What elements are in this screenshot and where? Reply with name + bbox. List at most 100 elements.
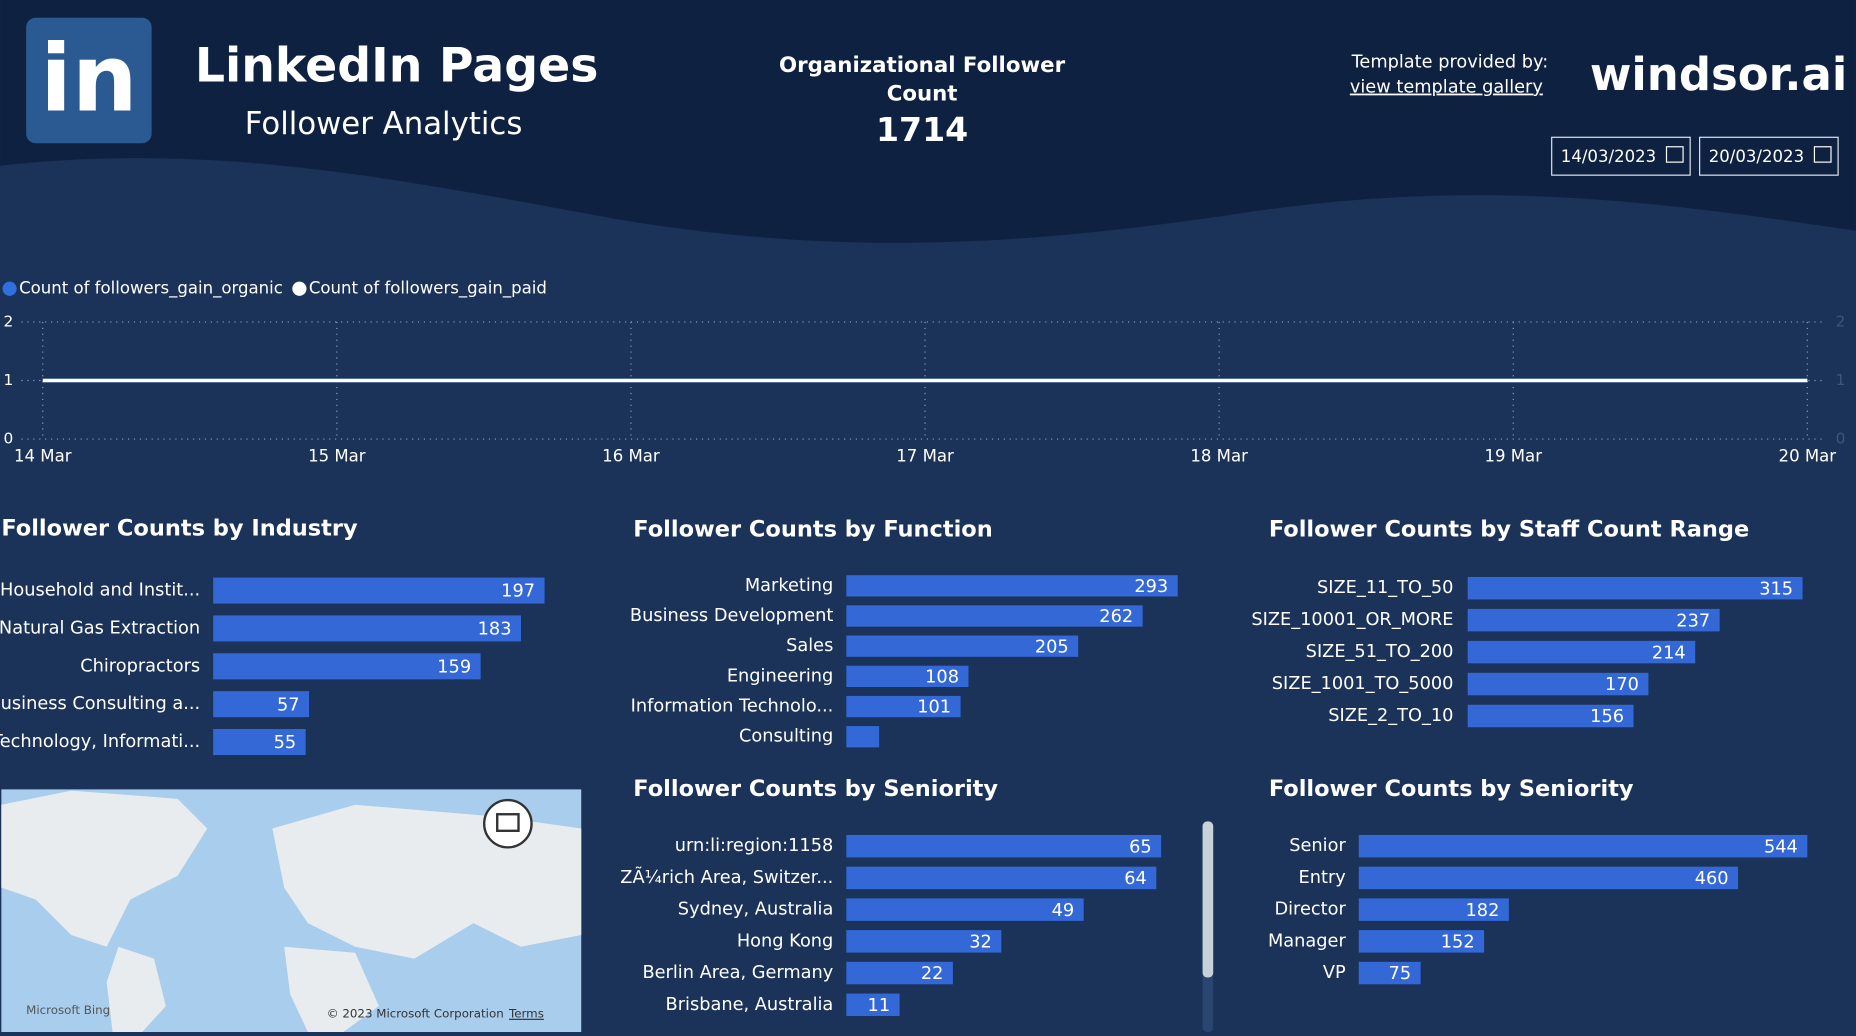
date-from[interactable]: 14/03/2023 [1561,147,1656,166]
bar [846,635,1079,657]
category-label: VP [1323,963,1346,983]
calendar-icon[interactable] [1813,146,1832,163]
date-from-box[interactable] [1551,136,1691,176]
category-label: Senior [1289,836,1346,856]
value-label: 57 [277,695,300,715]
chart-title: Follower Counts by Seniority [633,776,998,802]
category-label: Consulting [739,727,833,747]
legend-label: Count of followers_gain_organic [19,278,283,298]
value-label: 101 [917,698,951,718]
bar [846,695,961,718]
map-land [284,946,379,1032]
value-label: 544 [1764,837,1798,857]
map-focus-button[interactable] [483,798,533,849]
category-label: SIZE_51_TO_200 [1306,642,1454,662]
x-tick-label: 15 Mar [308,446,366,465]
date-to-box[interactable] [1699,136,1839,176]
legend-marker [292,281,307,296]
date-to[interactable]: 20/03/2023 [1709,147,1804,166]
category-label: Hong Kong [737,931,834,951]
map[interactable]: Microsoft Bing © 2023 Microsoft Corporat… [1,789,582,1032]
bar [1358,834,1808,858]
x-tick-label: 18 Mar [1190,446,1248,465]
value-label: 205 [1035,637,1069,657]
category-label: Marketing [745,576,833,596]
bar [846,726,880,748]
header-wave [0,0,1856,243]
template-link[interactable]: view template gallery [1350,78,1543,98]
value-label: 182 [1465,901,1499,921]
x-tick-label: 16 Mar [602,446,660,465]
value-label: 293 [1134,577,1168,597]
category-label: Entry [1299,868,1346,888]
category-label: Business Consulting a... [0,694,200,714]
bar [1467,608,1720,632]
x-tick-label: 14 Mar [14,446,72,465]
category-label: Natural Gas Extraction [0,618,200,638]
template-text: Template provided by: [1351,53,1549,73]
value-label: 152 [1441,933,1475,953]
bar [1358,961,1421,985]
bar [846,866,1157,890]
map-copyright: © 2023 Microsoft Corporation [327,1007,504,1021]
bar [213,653,481,680]
bar [846,993,900,1017]
bar [846,898,1084,921]
value-label: 197 [501,582,535,602]
value-label: 237 [1676,611,1710,631]
x-tick-label: 19 Mar [1484,446,1542,465]
map-provider: Microsoft Bing [26,1003,110,1017]
value-label: 75 [1389,964,1412,984]
bar [846,930,1002,953]
x-tick-label: 17 Mar [896,446,954,465]
y2-tick-label: 1 [1836,371,1846,389]
bar [1467,576,1803,600]
kpi-label-box: Organizational Follower Count [779,53,1065,106]
category-label: Berlin Area, Germany [642,963,833,983]
legend-marker [2,281,17,296]
map-terms[interactable]: Terms [508,1007,544,1021]
bar [1467,672,1649,696]
bar [846,961,953,985]
value-label: 315 [1759,579,1793,599]
subtitle: Follower Analytics [245,106,523,142]
y2-tick-label: 0 [1836,430,1846,448]
x-tick-label: 20 Mar [1779,446,1837,465]
value-label: 170 [1605,675,1639,695]
value-label: 22 [921,964,944,984]
bar [846,575,1178,597]
category-label: SIZE_11_TO_50 [1317,578,1454,598]
category-label: SIZE_2_TO_10 [1328,706,1453,726]
value-label: 156 [1590,707,1624,727]
title: LinkedIn Pages [195,39,599,94]
value-label: 183 [478,620,512,640]
chart-title: Follower Counts by Seniority [1269,776,1634,802]
category-label: Sales [786,636,833,656]
bar [1467,640,1696,664]
category-label: Director [1274,900,1346,920]
category-label: urn:li:region:1158 [675,836,834,856]
map-focus-icon[interactable] [496,813,520,832]
value-label: 460 [1695,869,1729,889]
category-label: Chiropractors [80,656,200,676]
calendar-icon[interactable] [1665,146,1684,163]
scroll-thumb[interactable] [1202,821,1214,978]
category-label: Business Development [630,606,833,626]
value-label: 11 [868,996,891,1016]
bar [213,615,522,642]
bar [213,729,306,756]
chart-title: Follower Counts by Staff Count Range [1269,517,1749,543]
category-label: Information Technolo... [631,697,834,717]
legend-label: Count of followers_gain_paid [309,278,547,298]
map-land [1,790,208,947]
y-tick-label: 0 [4,430,14,448]
category-label: Technology, Informati... [0,732,200,752]
logo-box [26,17,152,144]
chart-title: Follower Counts by Function [633,517,992,543]
value-label: 49 [1052,901,1075,921]
value-label: 214 [1652,643,1686,663]
bar [846,834,1162,858]
category-label: Household and Instit... [0,581,200,601]
category-label: Engineering [727,666,834,686]
